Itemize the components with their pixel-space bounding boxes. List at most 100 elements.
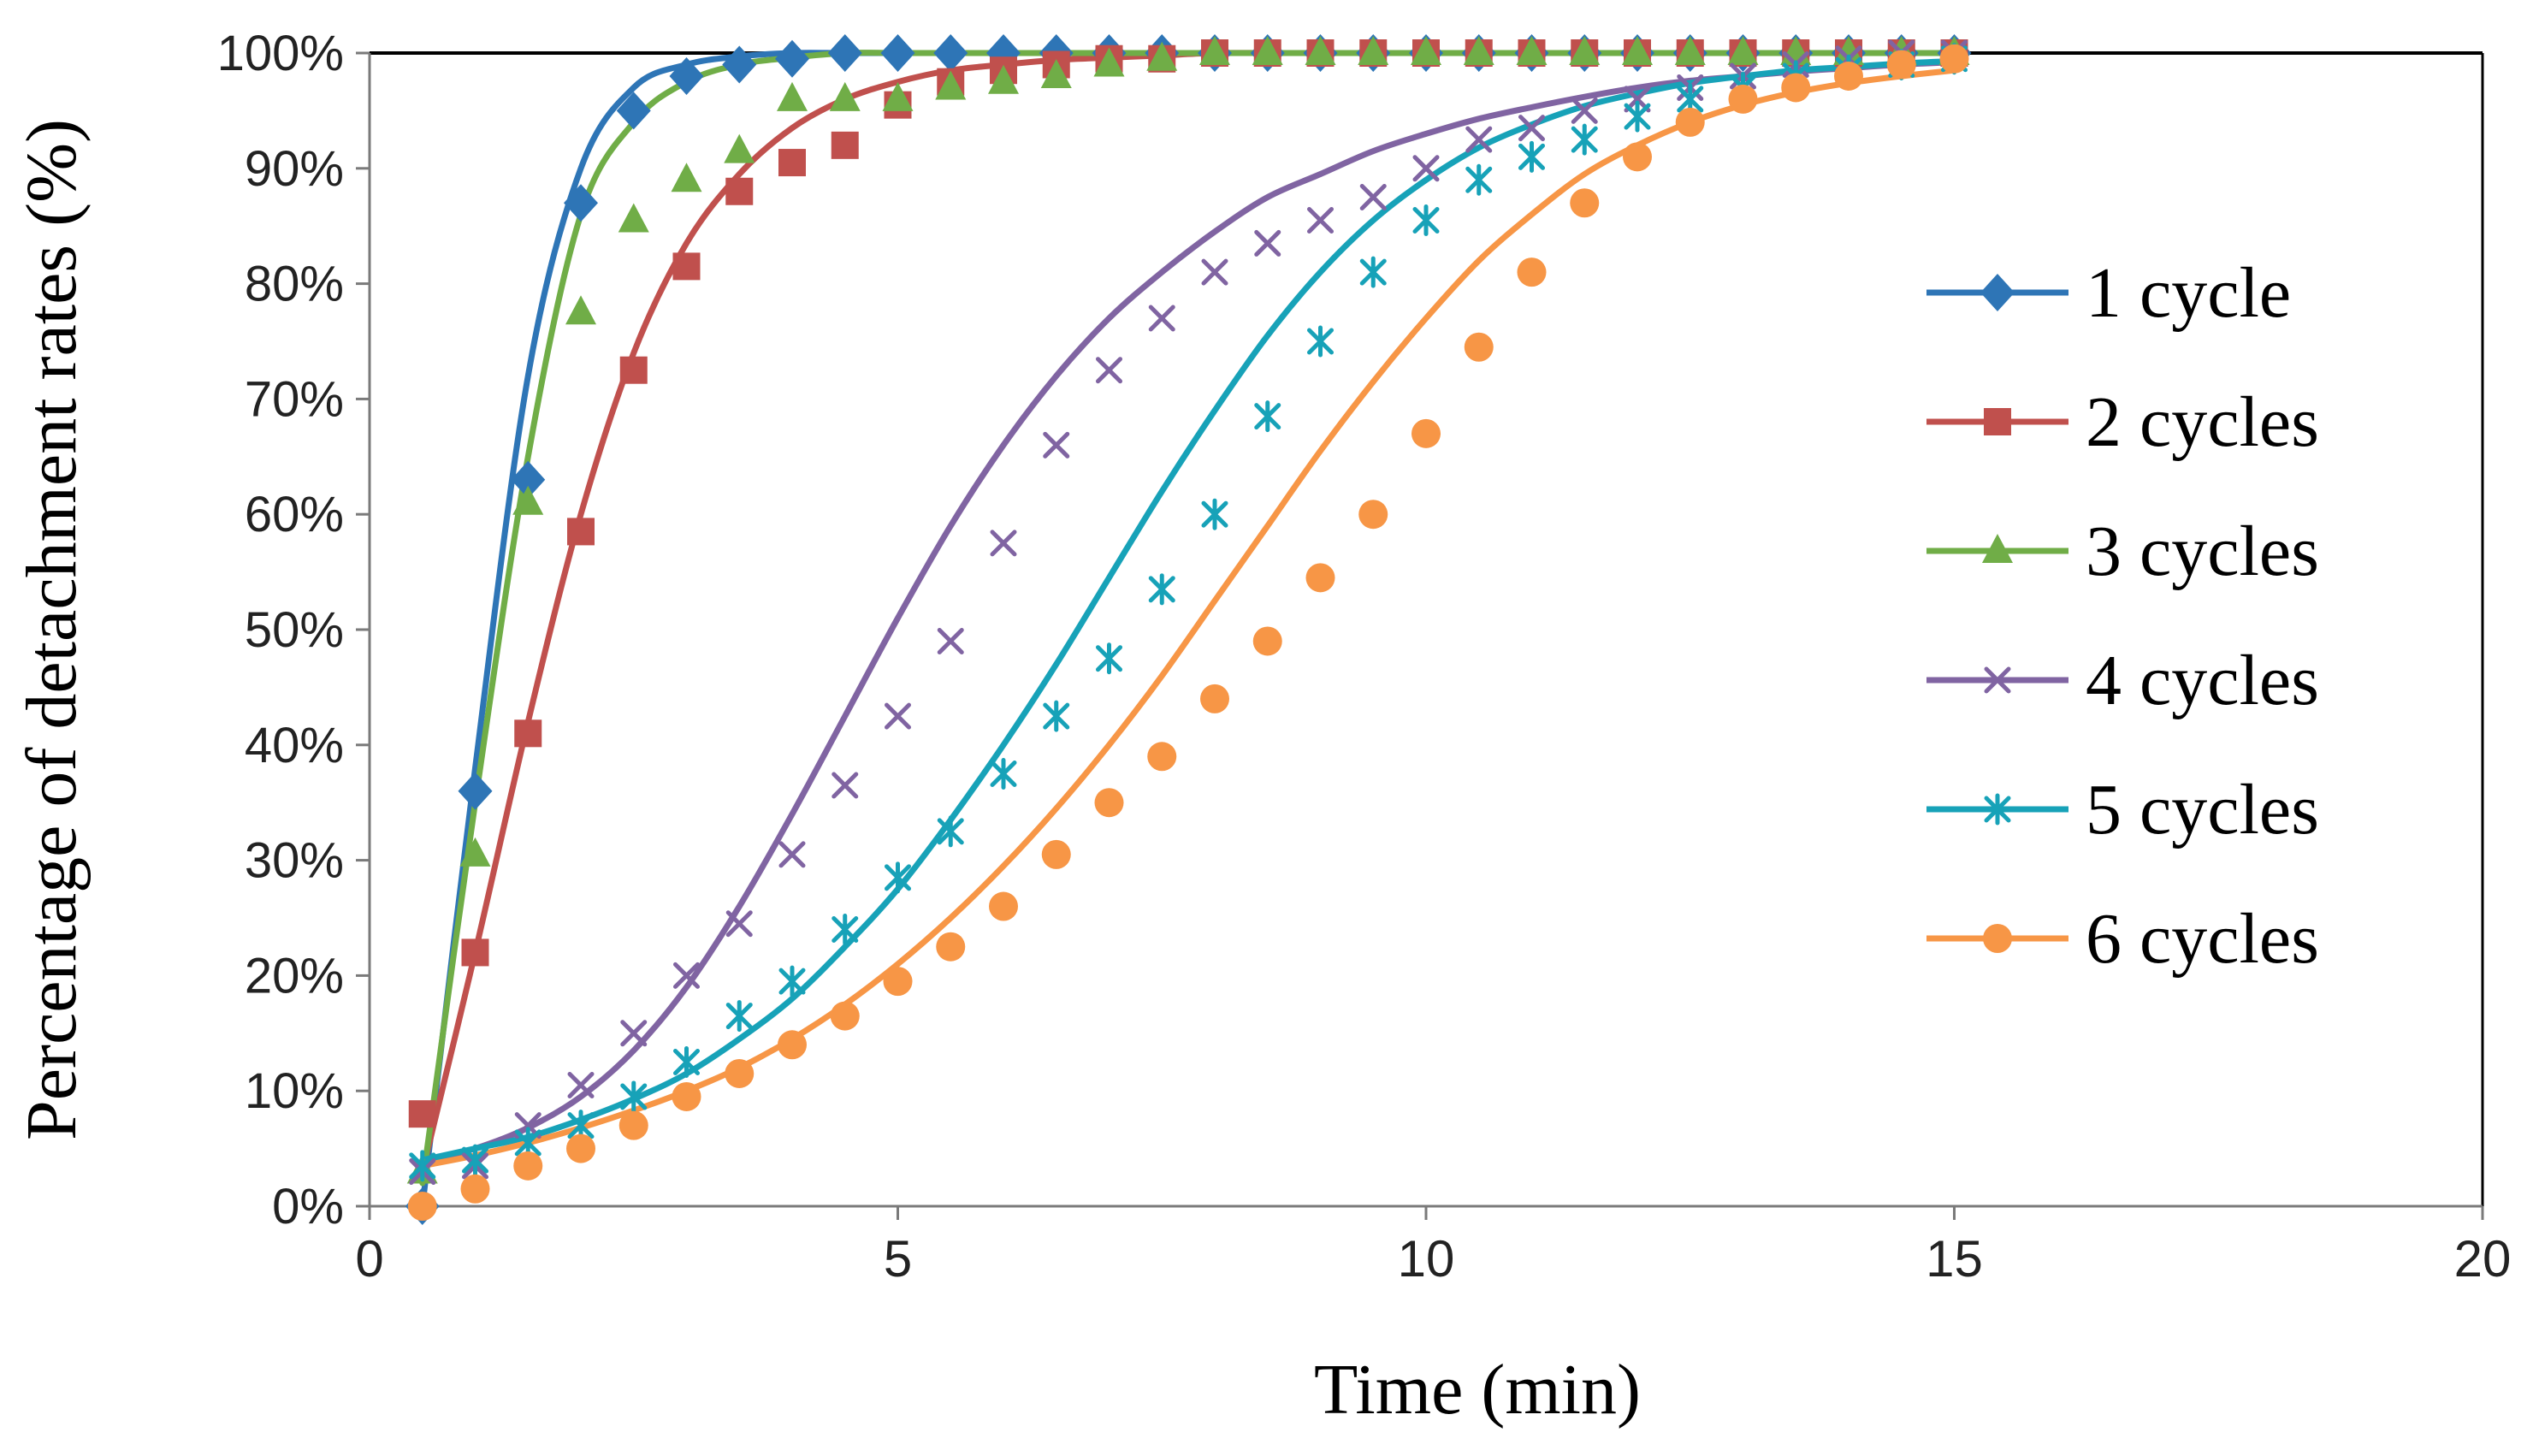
legend: 1 cycle 2 cycles 3 cycles 4 cycles 5 cycles 6…	[1926, 253, 2319, 979]
data-point	[1833, 36, 1864, 65]
data-point	[1252, 626, 1282, 656]
data-point	[827, 34, 862, 72]
data-point	[1305, 563, 1335, 593]
data-point	[564, 184, 598, 222]
y-tick-label: 20%	[245, 948, 344, 1003]
data-point	[1886, 50, 1916, 80]
data-point	[673, 962, 700, 989]
y-tick-label: 70%	[245, 371, 344, 427]
data-point	[778, 1030, 807, 1060]
y-tick-label: 40%	[245, 718, 344, 773]
data-point	[1040, 58, 1072, 88]
data-point	[1412, 204, 1440, 236]
marker-stroke	[832, 772, 859, 799]
data-point	[937, 627, 964, 654]
marker-stroke	[1518, 115, 1545, 142]
data-point	[724, 133, 755, 163]
data-point	[1096, 642, 1122, 675]
data-point	[831, 131, 859, 159]
data-point	[672, 1081, 701, 1111]
data-point	[880, 34, 915, 72]
data-point	[1622, 36, 1653, 65]
data-point	[882, 81, 914, 111]
data-point	[1675, 107, 1705, 137]
data-point	[778, 149, 806, 177]
data-point	[1201, 498, 1228, 530]
data-point	[1043, 431, 1070, 459]
y-tick-label: 30%	[245, 833, 344, 889]
data-point	[620, 1080, 648, 1113]
data-point	[408, 1100, 436, 1128]
legend-label: 6 cycles	[2086, 899, 2319, 979]
data-point	[1571, 123, 1598, 156]
data-point	[1463, 36, 1494, 65]
data-point	[1148, 305, 1175, 332]
data-point	[1516, 36, 1548, 65]
legend-marker	[1982, 534, 2013, 563]
data-point	[722, 45, 757, 84]
data-point	[1411, 36, 1441, 65]
marker-stroke	[1412, 155, 1440, 182]
data-point	[777, 81, 808, 111]
legend-marker	[1984, 666, 2011, 694]
data-point	[883, 967, 913, 997]
data-point	[1781, 73, 1811, 103]
data-point	[1200, 684, 1229, 713]
data-point	[1518, 140, 1545, 173]
marker-stroke	[937, 627, 964, 654]
data-point	[618, 1110, 648, 1140]
y-tick-label: 10%	[245, 1063, 344, 1119]
data-point	[885, 861, 911, 894]
data-point	[672, 252, 701, 281]
data-point	[616, 92, 651, 130]
data-point	[1093, 47, 1125, 77]
data-point	[1464, 332, 1494, 362]
series-4-cycles	[409, 39, 1968, 1186]
marker-stroke	[778, 841, 806, 868]
y-axis-title: Percentage of detachment rates (%)	[12, 119, 92, 1140]
legend-label: 2 cycles	[2086, 382, 2319, 462]
data-point	[669, 56, 704, 95]
marker-stroke	[1984, 666, 2011, 694]
legend-item-2-cycles: 2 cycles	[1926, 382, 2319, 462]
data-point	[1305, 36, 1336, 65]
data-point	[1517, 257, 1547, 287]
data-point	[832, 772, 859, 799]
data-markers	[405, 34, 1972, 1225]
marker-stroke	[1201, 258, 1228, 286]
data-point	[1623, 142, 1652, 172]
data-point	[513, 1151, 543, 1181]
marker-stroke	[1465, 126, 1493, 153]
data-point	[566, 1133, 595, 1163]
data-point	[565, 295, 596, 325]
y-tick-label: 80%	[245, 257, 344, 312]
data-point	[1518, 115, 1545, 142]
legend-marker	[1984, 793, 2011, 826]
data-point	[1254, 400, 1281, 433]
data-point	[990, 758, 1017, 790]
data-point	[618, 203, 649, 233]
data-point	[1254, 229, 1281, 257]
marker-stroke	[725, 910, 753, 938]
legend-marker	[1980, 274, 2015, 311]
marker-stroke	[620, 1020, 648, 1047]
marker-stroke	[1359, 184, 1387, 210]
data-point	[725, 1000, 753, 1033]
data-point	[725, 1058, 755, 1088]
data-point	[933, 34, 968, 72]
data-point	[1465, 126, 1493, 153]
data-point	[1939, 44, 1969, 74]
data-point	[462, 1144, 488, 1176]
legend-item-3-cycles: 3 cycles	[1926, 512, 2319, 591]
data-point	[1358, 500, 1388, 530]
data-point	[1041, 839, 1071, 869]
x-tick-label: 5	[884, 1230, 912, 1287]
data-point	[1674, 36, 1706, 65]
data-point	[832, 913, 859, 945]
data-point	[1201, 258, 1228, 286]
x-tick-label: 20	[2454, 1230, 2512, 1287]
y-tick-label: 0%	[272, 1179, 344, 1234]
data-point	[1252, 36, 1283, 65]
marker-stroke	[1254, 229, 1281, 257]
